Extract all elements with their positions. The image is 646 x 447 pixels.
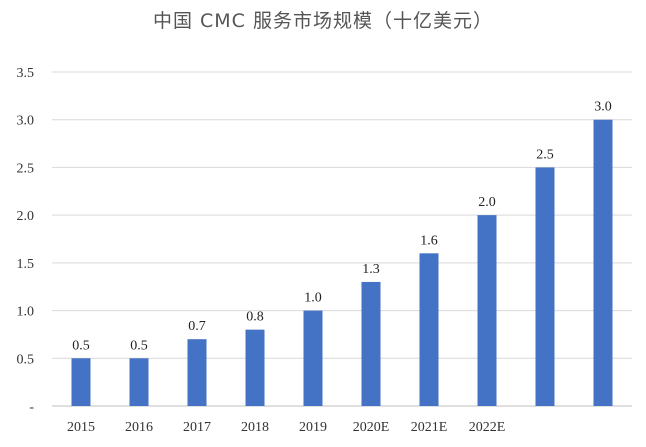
bar xyxy=(187,339,207,406)
x-tick-label: 2015 xyxy=(67,420,95,435)
data-label: 1.6 xyxy=(420,233,438,248)
x-tick-label: 2022E xyxy=(469,420,506,435)
bar xyxy=(419,253,439,406)
data-label: 0.8 xyxy=(246,310,264,325)
data-label: 0.7 xyxy=(188,319,206,334)
bar xyxy=(303,310,323,406)
bar xyxy=(535,167,555,406)
data-label: 0.5 xyxy=(130,338,148,353)
y-tick-label: 3.0 xyxy=(17,114,35,129)
bar xyxy=(593,119,613,406)
y-tick-label: 2.0 xyxy=(17,209,35,224)
bar xyxy=(361,281,381,406)
y-tick-label: 1.0 xyxy=(17,305,35,320)
x-tick-label: 2019 xyxy=(299,420,327,435)
data-label: 1.3 xyxy=(362,262,380,277)
x-tick-label: 2017 xyxy=(183,420,211,435)
bar xyxy=(71,358,91,406)
bar xyxy=(477,215,497,406)
x-tick-label: 2020E xyxy=(353,420,390,435)
data-label: 1.0 xyxy=(304,291,322,306)
data-label: 0.5 xyxy=(72,338,90,353)
chart-title: 中国 CMC 服务市场规模（十亿美元） xyxy=(152,10,493,32)
y-tick-label: 1.5 xyxy=(17,257,35,272)
y-tick-label: 2.5 xyxy=(17,161,35,176)
x-tick-label: 2021E xyxy=(411,420,448,435)
x-tick-label: 2016 xyxy=(125,420,153,435)
bar xyxy=(245,329,265,406)
y-tick-label: - xyxy=(29,400,34,415)
data-label: 3.0 xyxy=(594,100,612,115)
bar xyxy=(129,358,149,406)
y-tick-label: 3.5 xyxy=(17,66,35,81)
y-tick-label: 0.5 xyxy=(17,352,35,367)
data-label: 2.0 xyxy=(478,195,496,210)
x-tick-label: 2018 xyxy=(241,420,269,435)
data-label: 2.5 xyxy=(536,147,554,162)
